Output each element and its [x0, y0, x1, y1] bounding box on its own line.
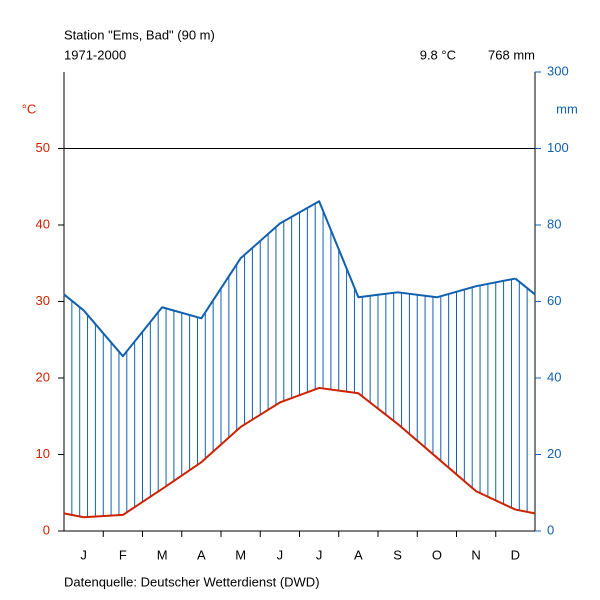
x-tick-label: A: [354, 547, 363, 562]
x-tick-label: S: [393, 547, 402, 562]
x-tick-label: J: [316, 547, 323, 562]
precipitation-line: [82, 200, 516, 358]
chart-title: Station "Ems, Bad" (90 m): [64, 27, 215, 42]
line-edge: [63, 512, 84, 519]
x-tick-label: F: [119, 547, 127, 562]
mean-temperature: 9.8 °C: [420, 47, 456, 62]
y-axis-label: °C: [22, 101, 37, 116]
x-tick-label: M: [235, 547, 246, 562]
line-edge: [514, 277, 536, 296]
x-tick-label: A: [197, 547, 206, 562]
chart-subtitle: 1971-2000: [64, 47, 126, 62]
y2-tick-label: 40: [547, 369, 561, 384]
y2-tick-label: 60: [547, 293, 561, 308]
y-tick-label: 20: [36, 369, 50, 384]
y-tick-label: 10: [36, 446, 50, 461]
y-tick-label: 30: [36, 293, 50, 308]
y2-tick-label: 80: [547, 216, 561, 231]
y-tick-label: 50: [36, 140, 50, 155]
y2-tick-label: 0: [547, 522, 554, 537]
y2-tick-label: 300: [547, 63, 569, 78]
y2-tick-label: 100: [547, 140, 569, 155]
x-tick-label: D: [511, 547, 520, 562]
total-precipitation: 768 mm: [488, 47, 535, 62]
x-tick-label: O: [432, 547, 442, 562]
temperature-line: [83, 386, 516, 519]
x-tick-label: J: [80, 547, 87, 562]
x-tick-label: J: [277, 547, 284, 562]
source-note: Datenquelle: Deutscher Wetterdienst (DWD…: [64, 574, 320, 589]
y-tick-label: 40: [36, 216, 50, 231]
line-edge: [63, 293, 85, 312]
x-tick-label: N: [471, 547, 480, 562]
x-tick-label: M: [157, 547, 168, 562]
y-tick-label: 0: [43, 522, 50, 537]
line-edge: [515, 508, 536, 515]
y2-tick-label: 20: [547, 446, 561, 461]
y2-axis-label: mm: [556, 101, 578, 116]
